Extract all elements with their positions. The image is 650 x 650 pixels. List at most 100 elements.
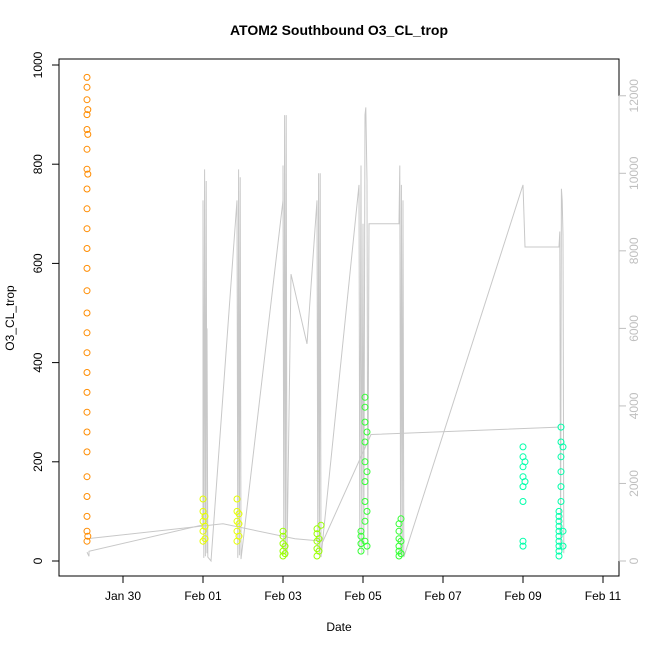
data-point-series-1 [83,73,91,81]
data-point-series-2 [201,535,209,543]
data-point-series-4 [361,517,369,525]
data-point-series-4 [357,532,365,540]
data-point-series-3 [313,525,321,533]
data-point-series-5 [557,483,565,491]
data-point-series-4 [361,403,369,411]
data-point-series-4 [361,393,369,401]
data-point-series-4 [363,468,371,476]
data-point-series-1 [83,165,91,173]
data-point-series-1 [83,388,91,396]
data-point-series-4 [361,438,369,446]
data-point-series-5 [555,507,563,515]
data-point-series-1 [83,473,91,481]
data-point-series-5 [519,443,527,451]
x-tick-label: Feb 07 [424,589,462,603]
x-tick-label: Feb 09 [504,589,542,603]
y-tick-label: 0 [31,557,45,564]
data-point-series-4 [361,498,369,505]
data-point-series-1 [83,537,91,545]
data-point-series-5 [557,423,565,431]
y-tick-label: 400 [31,352,45,372]
data-point-series-4 [397,537,405,545]
data-point-series-3 [279,532,287,540]
y2-tick-label: 8000 [627,237,641,264]
x-tick-label: Feb 01 [184,589,222,603]
data-point-series-1 [84,106,92,114]
data-point-series-1 [83,264,91,272]
data-point-series-1 [83,428,91,436]
data-point-series-1 [83,527,91,535]
x-axis-title: Date [326,620,352,634]
data-point-series-5 [555,517,563,525]
data-point-series-1 [83,126,91,133]
data-point-series-5 [555,512,563,520]
data-point-series-1 [83,145,91,153]
data-point-series-3 [315,547,323,555]
data-point-series-4 [361,418,369,426]
y2-tick-label: 6000 [627,315,641,342]
data-point-series-4 [361,458,369,466]
x-axis: Jan 30 Feb 01 Feb 03 Feb 05 Feb 07 Feb 09 Feb … [105,575,622,603]
data-point-series-1 [83,493,91,500]
data-point-series-1 [83,287,91,295]
data-point-series-5 [557,468,565,476]
x-tick-label: Feb 03 [264,589,302,603]
data-point-series-5 [519,537,527,545]
data-point-series-1 [83,245,91,252]
data-point-series-4 [397,550,405,558]
data-point-series-1 [83,448,91,456]
data-point-series-5 [559,443,567,451]
data-point-series-2 [233,495,241,503]
data-point-series-1 [83,83,91,91]
y-tick-label: 800 [31,154,45,174]
y-tick-label: 200 [31,451,45,471]
plot-frame [58,58,620,577]
y2-tick-label: 0 [627,557,641,564]
data-point-series-5 [521,458,529,466]
data-point-series-4 [357,547,365,555]
y2-axis: 0 2000 4000 6000 8000 10000 12000 [618,79,641,564]
secondary-series-line [86,107,565,563]
x-tick-label: Jan 30 [105,589,141,603]
y-tick-label: 600 [31,253,45,273]
data-point-series-5 [555,547,563,555]
y2-tick-label: 10000 [627,156,641,190]
data-point-series-3 [315,535,323,543]
data-point-series-1 [83,225,91,233]
data-point-series-2 [235,532,243,540]
data-point-series-1 [83,512,91,520]
data-point-series-1 [84,532,92,540]
data-point-series-5 [559,527,567,535]
data-point-series-3 [281,542,289,550]
data-point-series-2 [235,520,243,528]
data-point-series-3 [281,550,289,558]
data-point-series-5 [555,552,563,560]
data-point-series-2 [201,512,209,520]
data-point-series-1 [83,349,91,357]
data-point-series-4 [397,515,405,523]
x-tick-label: Feb 11 [585,589,622,603]
data-point-series-1 [83,329,91,337]
data-point-series-5 [519,498,527,505]
chart-title: ATOM2 Southbound O3_CL_trop [230,22,448,38]
y-axis-title: O3_CL_trop [3,285,17,351]
data-point-series-5 [559,542,567,550]
data-point-series-5 [555,542,563,550]
data-point-series-1 [83,369,91,376]
data-point-series-4 [363,428,371,436]
data-point-series-1 [84,170,92,178]
data-point-series-5 [555,522,563,530]
y2-tick-label: 12000 [627,79,641,113]
y-tick-label: 1000 [31,51,45,78]
data-point-series-1 [84,130,92,138]
y-axis: 0 200 400 600 800 1000 [31,51,60,564]
data-point-series-5 [555,537,563,545]
data-point-series-5 [555,527,563,535]
data-point-series-4 [363,507,371,515]
data-point-series-1 [83,408,91,416]
series-connector-line [86,426,560,542]
data-point-series-2 [199,495,207,503]
y2-tick-label: 4000 [627,392,641,419]
data-point-series-4 [361,478,369,486]
